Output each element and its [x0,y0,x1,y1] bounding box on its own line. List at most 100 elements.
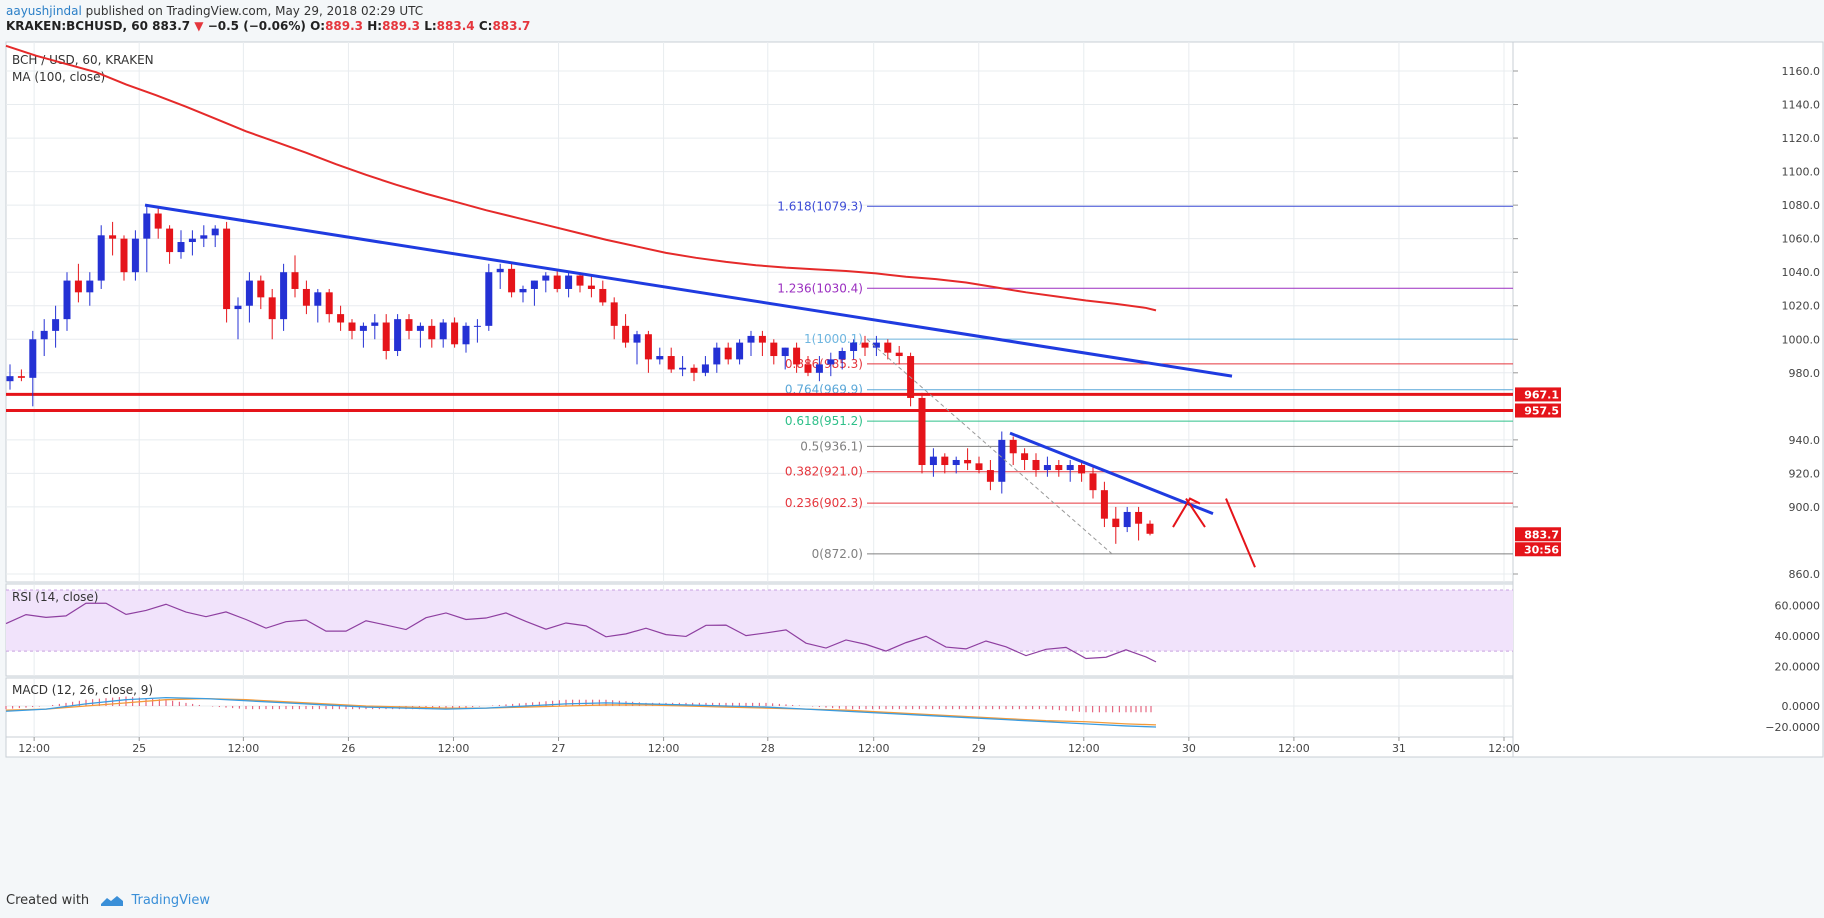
high-value: 889.3 [382,19,421,33]
candle-body [211,228,219,236]
candle-body [473,325,481,327]
time-label: 25 [132,742,146,755]
candle-body [17,376,25,378]
time-label: 29 [972,742,986,755]
candle-body [131,238,139,273]
candle-body [1021,453,1029,460]
candle-body [485,272,493,326]
candle-body [166,228,174,253]
candle-body [724,347,732,360]
created-with: Created with [6,893,90,908]
candle-body [1055,465,1063,471]
candle-body [314,292,322,306]
candle-body [622,325,630,343]
price-badge [1515,403,1561,418]
candle-body [109,235,117,239]
candle-body [998,439,1006,482]
candle-body [348,322,356,331]
candle-body [838,351,846,360]
ma-100-line [5,44,1157,312]
candle-body [713,347,721,365]
price-badge-label: 957.5 [1524,405,1559,418]
price-label: 860.0 [1789,568,1821,581]
fib-level-label: 0.618(951.2) [785,414,863,428]
fib-anchor-dashed [866,338,1113,555]
rsi-band [6,590,1513,652]
candle-body [884,342,892,353]
close-value: 883.7 [492,19,531,33]
candle-body [793,347,801,365]
candle-body [223,228,231,310]
projection-arrow-3 [1225,498,1256,568]
candle-body [542,275,550,281]
candle-body [770,342,778,357]
candle-body [964,459,972,464]
projection-arrow-1 [1172,497,1201,528]
candle-body [29,339,37,378]
low-label: L: [424,19,437,33]
candle-body [359,325,367,331]
tradingview-logo-icon [101,895,124,906]
candle-body [679,367,687,370]
candle-body [257,280,265,298]
price-label: 920.0 [1789,467,1821,480]
candle-body [690,367,698,373]
projection-arrow-2 [1185,497,1206,528]
time-label: 28 [761,742,775,755]
main-pane [5,41,1514,583]
candle-body [394,319,402,352]
time-label: 12:00 [1068,742,1100,755]
candle-body [1123,511,1131,528]
candle-body [1100,490,1108,519]
candle-body [188,238,196,243]
candle-body [610,302,618,326]
candle-body [508,268,516,293]
rsi-label: RSI (14, close) [12,590,98,604]
candle-body [245,280,253,306]
candle-body [74,280,82,293]
candle-body [587,285,595,289]
brand-link[interactable]: TradingView [131,893,210,908]
candle-body [975,463,983,471]
time-label: 30 [1182,742,1196,755]
symbol-line: KRAKEN:BCHUSD, 60 [6,19,148,33]
candle-body [382,322,390,352]
fib-level-label: 1.618(1079.3) [777,199,863,213]
candle-body [451,322,459,345]
candle-body [200,235,208,239]
candle-body [143,213,151,239]
candle-body [1043,465,1051,471]
price-label: 1000.0 [1782,333,1821,346]
candle-body [861,342,869,348]
candle-body [986,470,994,482]
candle-body [154,213,162,229]
candle-body [177,242,185,253]
close-label: C: [478,19,493,33]
candle-body [1032,459,1040,471]
time-label: 12:00 [648,742,680,755]
candle-body [428,325,436,340]
macd-line [5,696,1157,728]
price-label: 1100.0 [1782,166,1821,179]
open-label: O: [310,19,326,33]
candle-body [895,352,903,357]
author-link[interactable]: aayushjindal [6,4,82,18]
candle-body [1089,473,1097,491]
candle-body [553,275,561,289]
candle-body [827,359,835,365]
candle-body [40,330,48,340]
price-badge [1515,387,1561,402]
candle-body [1009,439,1017,454]
candle-body [416,325,424,331]
price-label: 1080.0 [1782,199,1821,212]
ohlc-line: KRAKEN:BCHUSD, 60 883.7 ▼ −0.5 (−0.06%) … [6,19,530,34]
ma-label: MA (100, close) [12,70,105,84]
open-value: 889.3 [325,19,364,33]
time-label: 12:00 [858,742,890,755]
candle-body [633,334,641,343]
price-label: 940.0 [1789,434,1821,447]
candle-body [1112,518,1120,528]
candle-body [781,347,789,357]
candle-body [599,288,607,303]
